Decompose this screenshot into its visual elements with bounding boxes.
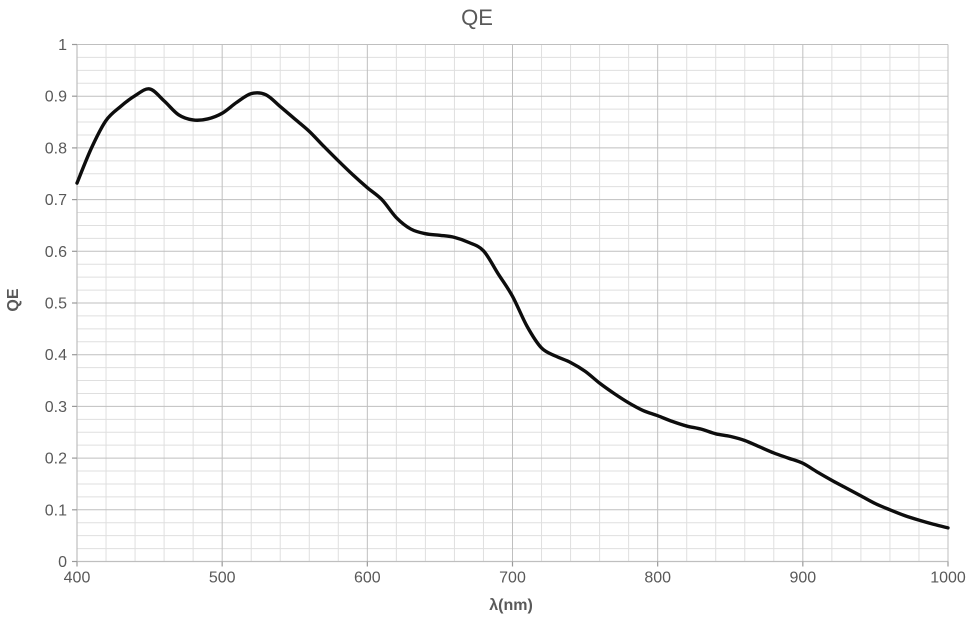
x-tick-label: 700 [499, 570, 526, 587]
x-tick-label: 400 [64, 570, 91, 587]
chart-title: QE [461, 5, 493, 30]
y-tick-label: 0.9 [45, 89, 67, 106]
qe-curve [75, 87, 950, 530]
y-tick-label: 0.7 [45, 192, 67, 209]
y-tick-label: 0.1 [45, 502, 67, 519]
y-tick-label: 0.6 [45, 244, 67, 261]
x-tick-label: 900 [789, 570, 816, 587]
y-tick-label: 0.3 [45, 399, 67, 416]
y-tick-label: 0.2 [45, 451, 67, 468]
y-tick-label: 0.8 [45, 140, 67, 157]
y-tick-label: 1 [58, 37, 67, 54]
x-tick-label: 1000 [930, 570, 966, 587]
y-axis-title: QE [5, 288, 22, 312]
y-tick-label: 0 [58, 554, 67, 571]
y-tick-label: 0.4 [45, 347, 67, 364]
x-tick-label: 600 [354, 570, 381, 587]
x-tick-label: 800 [644, 570, 671, 587]
y-tick-label: 0.5 [45, 296, 67, 313]
x-tick-label: 500 [209, 570, 236, 587]
x-axis-title: λ(nm) [489, 597, 533, 614]
